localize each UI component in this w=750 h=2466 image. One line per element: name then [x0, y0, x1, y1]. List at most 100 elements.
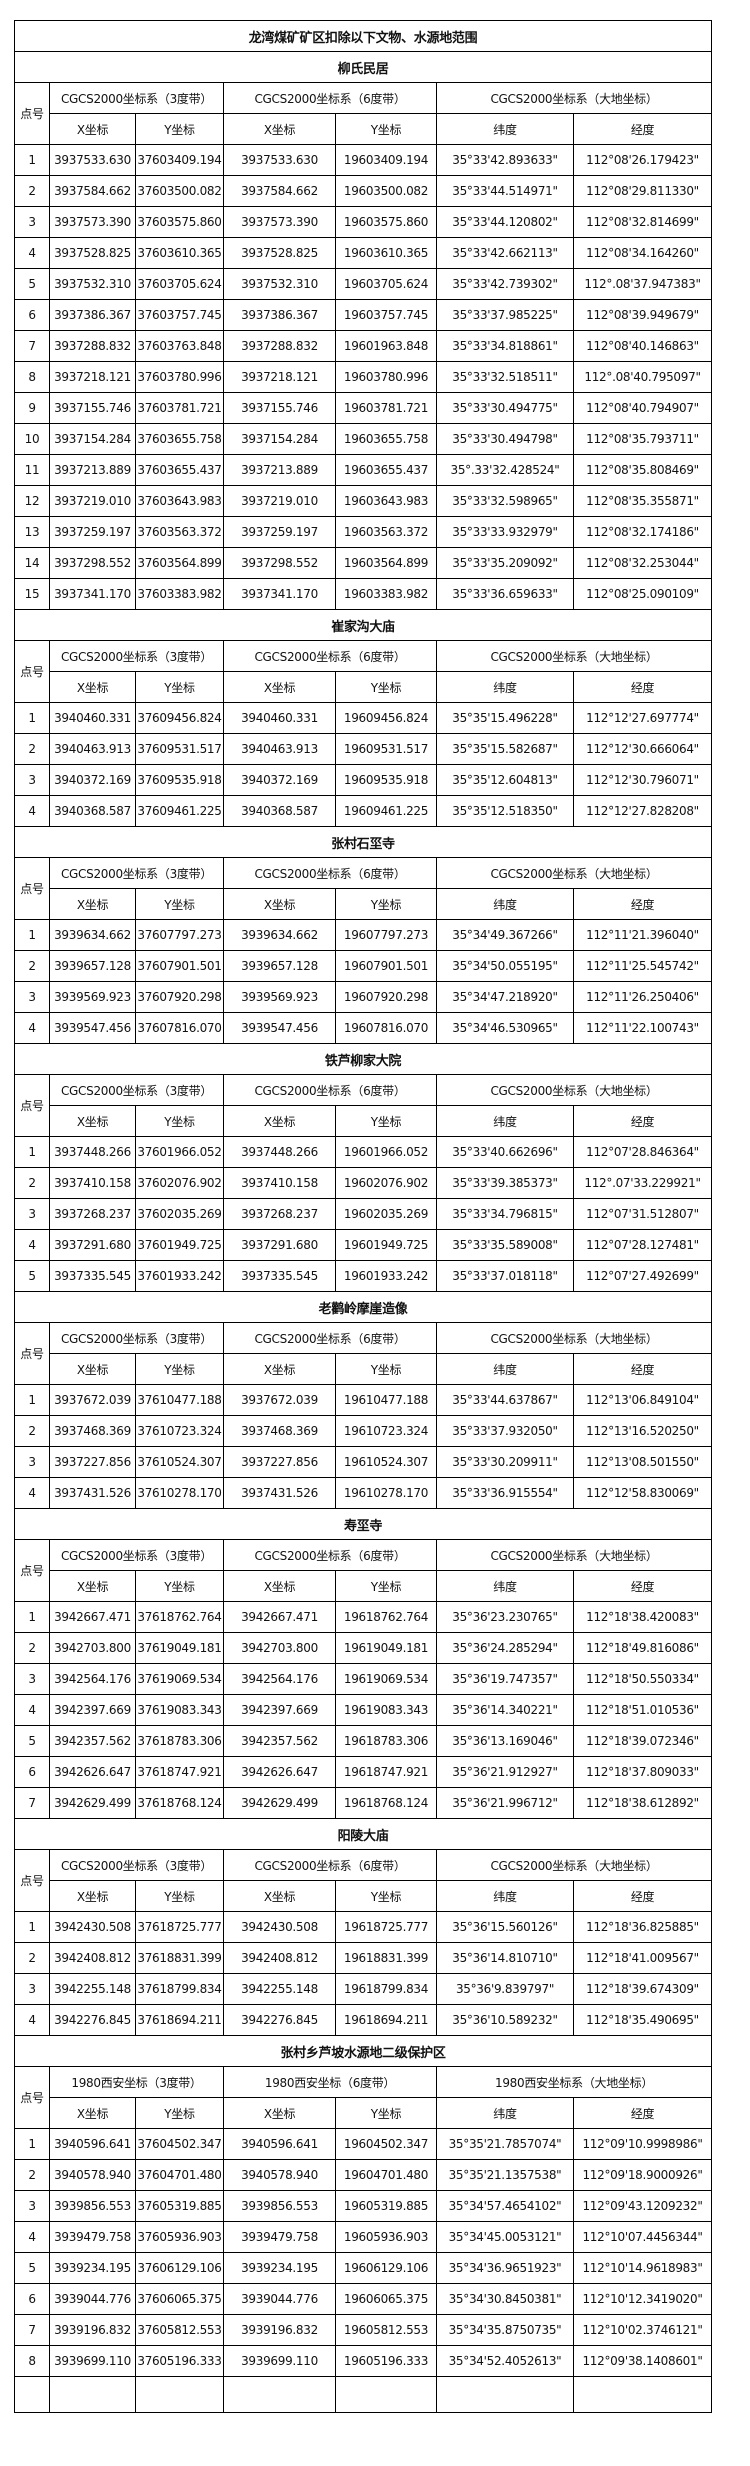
table-cell: 19603705.624	[335, 268, 437, 300]
column-header: X坐标	[49, 671, 136, 703]
table-cell: 112°.08'40.795097"	[572, 361, 713, 393]
table-row: 3 3942564.176 37619069.534 3942564.176 19619…	[14, 1663, 713, 1695]
column-header: Y坐标	[335, 888, 437, 920]
table-cell: 112°18'51.010536"	[572, 1694, 713, 1726]
table-cell: 19602035.269	[335, 1198, 437, 1230]
table-cell: 19603500.082	[335, 175, 437, 207]
table-cell: 3939547.456	[223, 1012, 336, 1044]
table-cell: 3939044.776	[49, 2283, 136, 2315]
table-row: 5 3937335.545 37601933.242 3937335.545 19601…	[14, 1260, 713, 1292]
table-cell: 3	[14, 1973, 50, 2005]
table-cell: 3940368.587	[49, 795, 136, 827]
table-cell: 8	[14, 361, 50, 393]
system-header-row: 点号 CGCS2000坐标系（3度带） CGCS2000坐标系（6度带） CGCS20…	[14, 640, 713, 703]
system-header-row: 点号 CGCS2000坐标系（3度带） CGCS2000坐标系（6度带） CGCS20…	[14, 82, 713, 145]
coordinate-system-header: 1980西安坐标系（大地坐标）	[435, 2066, 713, 2098]
table-cell: 11	[14, 454, 50, 486]
section-title: 柳氏民居	[13, 51, 713, 83]
table-cell: 3937213.889	[49, 454, 136, 486]
table-cell: 37604502.347	[135, 2128, 224, 2160]
column-header: X坐标	[223, 888, 336, 920]
table-cell: 3937298.552	[49, 547, 136, 579]
table-cell: 37609535.918	[135, 764, 224, 796]
table-cell: 3937528.825	[49, 237, 136, 269]
column-header: Y坐标	[335, 1880, 437, 1912]
empty-cell	[135, 2376, 224, 2413]
table-cell: 19606129.106	[335, 2252, 437, 2284]
table-cell: 2	[14, 950, 50, 982]
table-cell: 19618799.834	[335, 1973, 437, 2005]
table-row: 15 3937341.170 37603383.982 3937341.170 1960…	[14, 578, 713, 610]
table-cell: 35°33'32.598965"	[436, 485, 574, 517]
table-cell: 37606129.106	[135, 2252, 224, 2284]
table-cell: 35°33'30.209911"	[436, 1446, 574, 1478]
table-cell: 112°08'25.090109"	[572, 578, 713, 610]
column-header: X坐标	[223, 1880, 336, 1912]
table-cell: 37603564.899	[135, 547, 224, 579]
coordinate-system-header: CGCS2000坐标系（大地坐标）	[435, 1322, 713, 1354]
table-row: 13 3937259.197 37603563.372 3937259.197 1960…	[14, 516, 713, 548]
section-title-row: 张村乡芦坡水源地二级保护区	[13, 2035, 713, 2067]
table-cell: 35°35'15.496228"	[436, 702, 574, 734]
table-cell: 3937431.526	[49, 1477, 136, 1509]
table-row: 4 3937528.825 37603610.365 3937528.825 19603…	[14, 237, 713, 269]
table-cell: 3	[14, 1446, 50, 1478]
table-cell: 3942626.647	[223, 1756, 336, 1788]
table-cell: 3940578.940	[223, 2159, 336, 2191]
coordinate-system-header: CGCS2000坐标系（3度带）	[49, 1074, 224, 1106]
table-cell: 3937672.039	[49, 1384, 136, 1416]
table-cell: 3937386.367	[49, 299, 136, 331]
column-header: 经度	[572, 1570, 713, 1602]
table-cell: 35°35'21.7857074"	[436, 2128, 574, 2160]
column-header: Y坐标	[135, 1353, 224, 1385]
coordinate-system-header: CGCS2000坐标系（3度带）	[49, 82, 224, 114]
table-cell: 35°33'37.932050"	[436, 1415, 574, 1447]
table-cell: 3939234.195	[223, 2252, 336, 2284]
table-cell: 112°12'30.796071"	[572, 764, 713, 796]
coordinate-system-header: CGCS2000坐标系（大地坐标）	[435, 1539, 713, 1571]
table-cell: 2	[14, 733, 50, 765]
table-cell: 3937268.237	[49, 1198, 136, 1230]
table-cell: 19619049.181	[335, 1632, 437, 1664]
table-cell: 35°35'15.582687"	[436, 733, 574, 765]
table-cell: 37609456.824	[135, 702, 224, 734]
section-title: 崔家沟大庙	[13, 609, 713, 641]
table-cell: 3937431.526	[223, 1477, 336, 1509]
empty-row	[14, 2376, 713, 2413]
table-cell: 37603409.194	[135, 144, 224, 176]
table-cell: 37603655.437	[135, 454, 224, 486]
table-cell: 37619083.343	[135, 1694, 224, 1726]
table-cell: 35°33'34.818861"	[436, 330, 574, 362]
table-cell: 3937573.390	[223, 206, 336, 238]
table-row: 10 3937154.284 37603655.758 3937154.284 1960…	[14, 423, 713, 455]
table-cell: 3937291.680	[49, 1229, 136, 1261]
table-cell: 35°36'14.810710"	[436, 1942, 574, 1974]
column-header-row: X坐标 Y坐标 X坐标 Y坐标 纬度 经度	[15, 671, 713, 703]
section-title: 张村乡芦坡水源地二级保护区	[13, 2035, 713, 2067]
table-cell: 3937219.010	[49, 485, 136, 517]
table-cell: 3937532.310	[223, 268, 336, 300]
table-cell: 3937573.390	[49, 206, 136, 238]
table-cell: 3940596.641	[49, 2128, 136, 2160]
table-cell: 3939569.923	[49, 981, 136, 1013]
table-cell: 35°34'45.0053121"	[436, 2221, 574, 2253]
table-cell: 19609531.517	[335, 733, 437, 765]
point-number-header: 点号	[14, 82, 50, 145]
table-cell: 3937154.284	[49, 423, 136, 455]
table-cell: 19603409.194	[335, 144, 437, 176]
table-cell: 37603781.721	[135, 392, 224, 424]
table-row: 3 3937268.237 37602035.269 3937268.237 19602…	[14, 1198, 713, 1230]
table-cell: 35°34'30.8450381"	[436, 2283, 574, 2315]
table-cell: 35°33'37.985225"	[436, 299, 574, 331]
system-header-row: 点号 CGCS2000坐标系（3度带） CGCS2000坐标系（6度带） CGCS20…	[14, 857, 713, 920]
table-cell: 3937227.856	[223, 1446, 336, 1478]
table-cell: 3939634.662	[223, 919, 336, 951]
table-cell: 3937219.010	[223, 485, 336, 517]
table-cell: 112°18'35.490695"	[572, 2004, 713, 2036]
table-cell: 3940372.169	[223, 764, 336, 796]
table-cell: 35°33'35.209092"	[436, 547, 574, 579]
table-row: 7 3937288.832 37603763.848 3937288.832 19601…	[14, 330, 713, 362]
table-row: 8 3937218.121 37603780.996 3937218.121 19603…	[14, 361, 713, 393]
table-cell: 3937155.746	[49, 392, 136, 424]
table-cell: 3937448.266	[223, 1136, 336, 1168]
